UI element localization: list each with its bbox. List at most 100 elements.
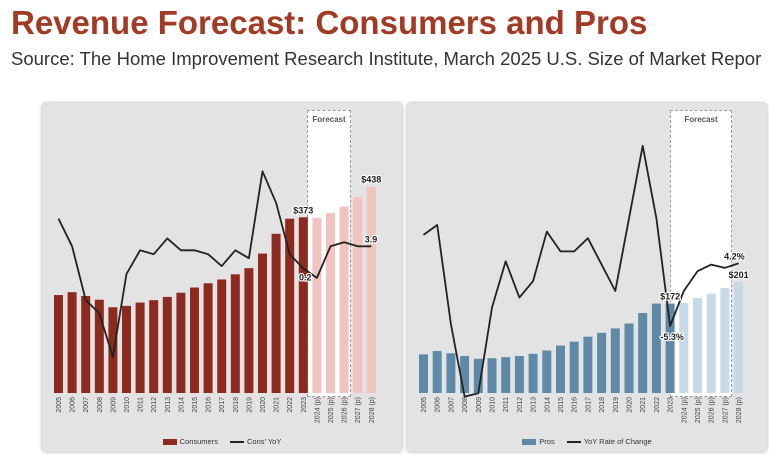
data-callout-label: 4.2% — [724, 251, 745, 261]
x-tick-label: 2019 — [613, 397, 620, 413]
legend-item-bars: Consumers — [162, 437, 218, 446]
x-tick-label: 2023 — [668, 397, 675, 413]
bar-2017 — [583, 336, 593, 393]
bar-2010 — [122, 305, 131, 393]
bar-2028p — [366, 186, 376, 393]
legend-item-line: YoY Rate of Change — [566, 437, 652, 446]
x-tick-label: 2007 — [83, 397, 90, 413]
bar-2013 — [528, 353, 538, 393]
data-callout-label: -5.3% — [660, 332, 684, 342]
bar-2021 — [638, 312, 648, 393]
x-tick-label: 2010 — [124, 397, 131, 413]
x-tick-label: 2006 — [435, 397, 442, 413]
bar-2014 — [176, 292, 186, 393]
bar-2015 — [556, 345, 565, 393]
data-callout-label: $438 — [361, 175, 381, 185]
x-tick-label: 2011 — [138, 397, 145, 412]
x-tick-label: 2005 — [421, 397, 428, 413]
bar-2006 — [67, 292, 77, 393]
bar-2019 — [244, 268, 254, 393]
forecast-label: Forecast — [312, 115, 346, 124]
legend-label: Consumers — [179, 437, 218, 446]
x-tick-label: 2011 — [503, 397, 510, 412]
bar-2024p — [312, 217, 322, 393]
bar-2021 — [271, 233, 281, 393]
bar-2011 — [501, 357, 511, 393]
x-tick-label: 2028 (p) — [736, 397, 743, 423]
bar-2007 — [446, 353, 456, 393]
x-tick-label: 2005 — [56, 397, 63, 413]
x-tick-label: 2025 (p) — [695, 397, 702, 423]
bar-2010 — [487, 358, 497, 393]
x-tick-label: 2026 (p) — [342, 397, 349, 423]
x-tick-label: 2013 — [531, 397, 538, 413]
bar-2012 — [149, 300, 159, 393]
legend-swatch-bar-icon — [522, 438, 537, 445]
legend-label: Pros — [539, 437, 555, 446]
x-tick-label: 2019 — [246, 397, 253, 413]
bar-2008 — [94, 299, 104, 393]
bar-2005 — [419, 354, 428, 393]
x-tick-label: 2027 (p) — [722, 397, 729, 423]
bar-2023 — [665, 303, 675, 393]
x-tick-label: 2024 (p) — [314, 397, 321, 423]
bar-2013 — [162, 296, 172, 393]
x-tick-label: 2008 — [97, 397, 104, 413]
x-tick-label: 2025 (p) — [328, 397, 335, 423]
x-tick-label: 2026 (p) — [709, 397, 716, 423]
data-callout-label: $172 — [660, 292, 680, 302]
x-tick-label: 2009 — [110, 397, 117, 413]
legend: Consumers Cons' YoY — [42, 437, 402, 446]
legend-line-icon — [229, 440, 244, 443]
x-tick-label: 2016 — [206, 397, 213, 413]
yoy-line — [422, 144, 739, 398]
bar-2020 — [624, 323, 634, 393]
x-tick-label: 2016 — [572, 397, 579, 413]
x-tick-label: 2018 — [599, 397, 606, 413]
bar-2019 — [610, 328, 620, 393]
legend-line-icon — [566, 440, 581, 443]
x-tick-label: 2020 — [627, 397, 634, 413]
x-tick-label: 2008 — [462, 397, 469, 413]
bar-2027p — [353, 197, 363, 393]
x-tick-label: 2021 — [640, 397, 647, 413]
x-tick-label: 2012 — [151, 397, 158, 413]
bar-2026p — [706, 293, 716, 393]
bar-2020 — [258, 253, 267, 393]
bar-2008 — [460, 356, 470, 393]
data-callout-label: 3.9 — [365, 234, 378, 244]
bar-2026p — [339, 206, 349, 393]
x-tick-label: 2006 — [70, 397, 77, 413]
bar-2006 — [432, 351, 442, 393]
bar-2023 — [298, 217, 308, 393]
legend-item-line: Cons' YoY — [229, 437, 282, 446]
bar-2016 — [569, 341, 579, 393]
x-tick-label: 2014 — [544, 397, 551, 413]
x-tick-label: 2028 (p) — [369, 397, 376, 423]
x-tick-label: 2022 — [654, 397, 661, 413]
x-tick-label: 2027 (p) — [355, 397, 362, 423]
bar-2012 — [514, 356, 524, 393]
x-tick-label: 2013 — [165, 397, 172, 413]
x-tick-label: 2024 (p) — [681, 397, 688, 423]
bar-2007 — [81, 295, 91, 393]
x-tick-label: 2017 — [219, 397, 226, 413]
bar-2022 — [651, 303, 661, 393]
data-callout-label: $373 — [293, 205, 313, 215]
source-subtitle: Source: The Home Improvement Research In… — [11, 48, 762, 69]
yoy-line — [57, 170, 372, 358]
pros-chart-panel: Forecast 2005 2006 2007 2008 2009 2010 2011 201… — [407, 103, 767, 452]
x-tick-label: 2007 — [448, 397, 455, 413]
x-tick-label: 2023 — [301, 397, 308, 413]
x-tick-label: 2020 — [260, 397, 267, 413]
consumers-chart: 2005 2006 2007 2008 2009 2010 2011 2012 2013 2014… — [54, 170, 382, 423]
consumers-chart-panel: Forecast 2005 2006 2007 2008 2009 2010 2011 201… — [42, 103, 402, 452]
legend-label: Cons' YoY — [246, 437, 282, 446]
bar-2011 — [135, 302, 145, 393]
bar-2009 — [473, 358, 483, 393]
bar-2014 — [542, 350, 552, 393]
bar-2025p — [326, 213, 335, 393]
x-tick-label: 2014 — [178, 397, 185, 413]
legend-label: YoY Rate of Change — [583, 437, 652, 446]
data-callout-label: $201 — [729, 270, 749, 280]
